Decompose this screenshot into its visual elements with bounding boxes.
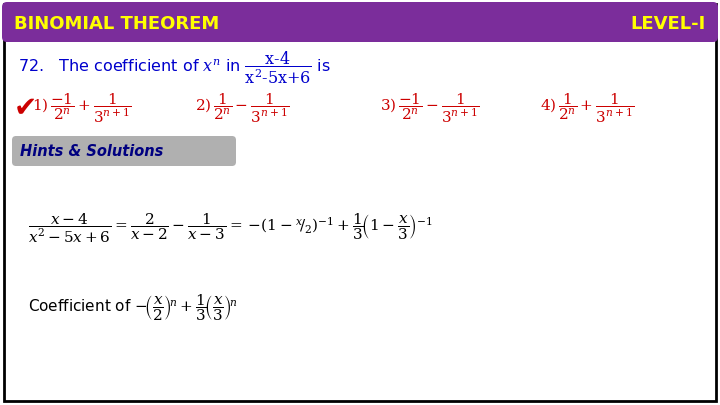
Text: 72.   The coefficient of $x^n$ in $\dfrac{\mathrm{x}\text{-}4}{\mathrm{x}^2\text: 72. The coefficient of $x^n$ in $\dfrac{… <box>18 50 331 86</box>
FancyBboxPatch shape <box>2 2 718 42</box>
Text: BINOMIAL THEOREM: BINOMIAL THEOREM <box>14 15 220 33</box>
Text: LEVEL-I: LEVEL-I <box>631 15 706 33</box>
Text: ✔: ✔ <box>14 94 37 122</box>
Text: Coefficient of $-\!\left(\dfrac{x}{2}\right)^{\!n}+\dfrac{1}{3}\!\left(\dfrac{x}: Coefficient of $-\!\left(\dfrac{x}{2}\ri… <box>28 293 238 323</box>
Text: $1)\,\dfrac{-1}{2^n}+\dfrac{1}{3^{n+1}}$: $1)\,\dfrac{-1}{2^n}+\dfrac{1}{3^{n+1}}$ <box>32 92 132 124</box>
FancyBboxPatch shape <box>12 136 236 166</box>
Text: $4)\,\dfrac{1}{2^n}+\dfrac{1}{3^{n+1}}$: $4)\,\dfrac{1}{2^n}+\dfrac{1}{3^{n+1}}$ <box>540 92 634 124</box>
Text: $\dfrac{x-4}{x^2-5x+6}=\dfrac{2}{x-2}-\dfrac{1}{x-3}$$= -\!\left(1-{}^x\!/_{2}\r: $\dfrac{x-4}{x^2-5x+6}=\dfrac{2}{x-2}-\d… <box>28 211 433 245</box>
Text: $2)\,\dfrac{1}{2^n}-\dfrac{1}{3^{n+1}}$: $2)\,\dfrac{1}{2^n}-\dfrac{1}{3^{n+1}}$ <box>195 92 289 124</box>
FancyBboxPatch shape <box>4 4 716 401</box>
Text: Hints & Solutions: Hints & Solutions <box>20 143 163 158</box>
Text: $3)\,\dfrac{-1}{2^n}-\dfrac{1}{3^{n+1}}$: $3)\,\dfrac{-1}{2^n}-\dfrac{1}{3^{n+1}}$ <box>380 92 480 124</box>
